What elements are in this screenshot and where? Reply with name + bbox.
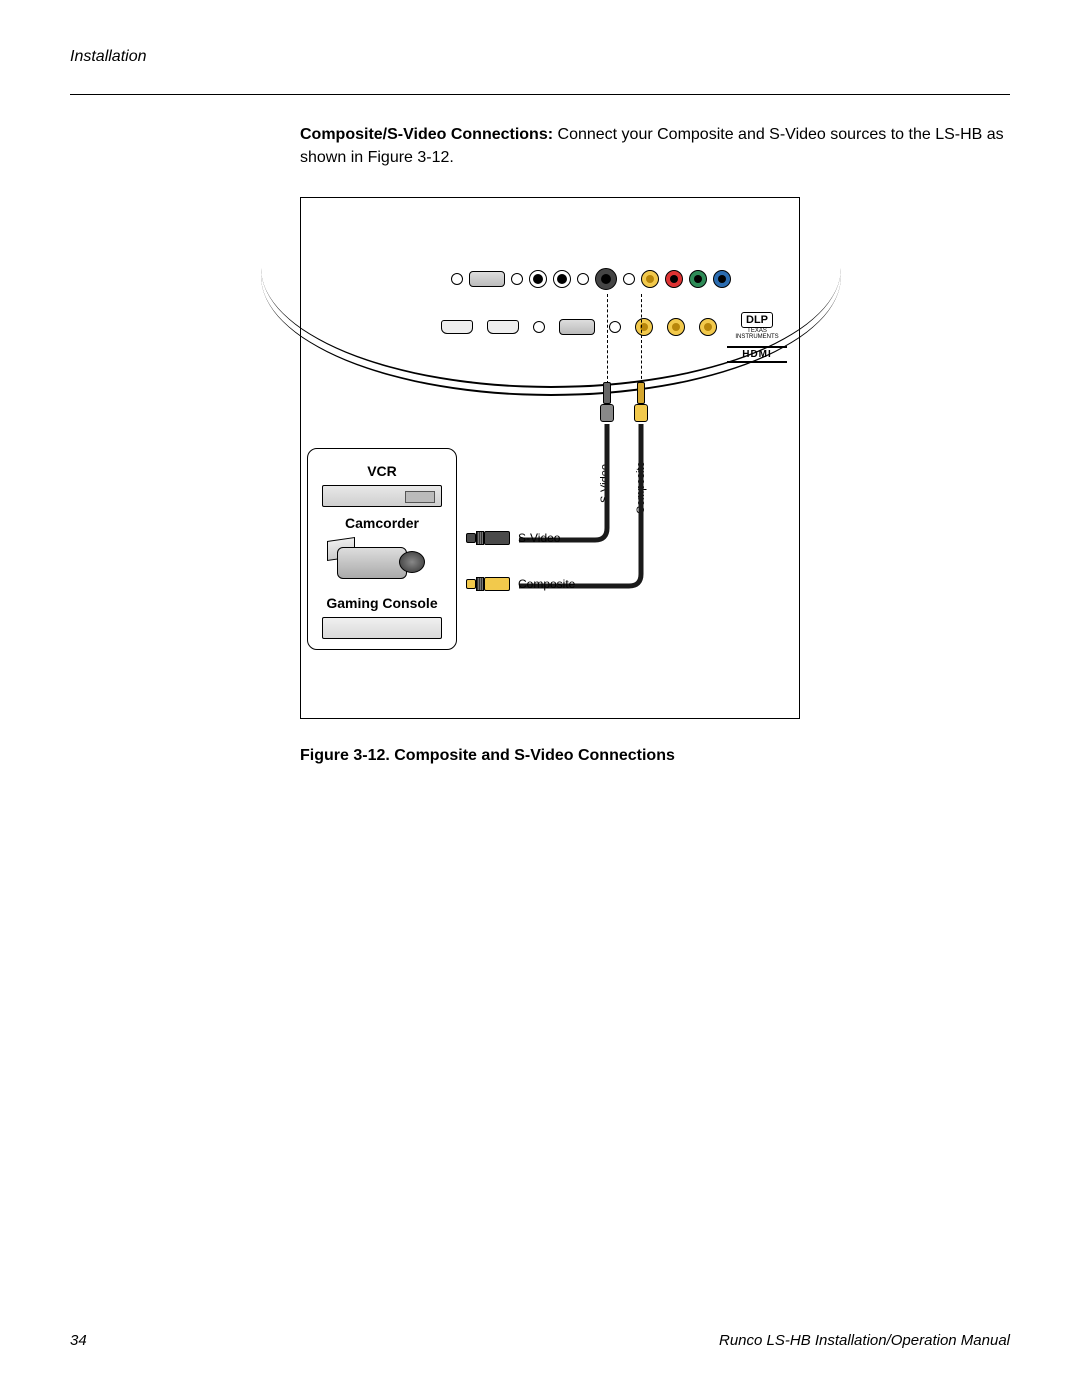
hdmi-logo: HDMI	[727, 346, 787, 363]
figure-3-12: DLP TEXAS INSTRUMENTS HDMI S-Video Compo…	[300, 197, 800, 719]
dlp-logo: DLP	[741, 312, 773, 328]
hdmi-port	[441, 320, 473, 334]
composite-inline-label: Composite	[518, 577, 575, 591]
screw-icon	[451, 273, 463, 285]
screw-icon	[533, 321, 545, 333]
vga-port	[469, 271, 505, 287]
svideo-port	[595, 268, 617, 290]
svideo-plug-top	[599, 382, 615, 424]
port-row-bottom	[441, 318, 717, 336]
component-r-port	[665, 270, 683, 288]
source-devices-box: VCR Camcorder Gaming Console	[307, 448, 457, 650]
component-g-port	[689, 270, 707, 288]
vcr-icon	[322, 485, 442, 507]
composite-vert-label: Composite	[635, 462, 647, 515]
intro-bold: Composite/S-Video Connections:	[300, 126, 553, 143]
camcorder-label: Camcorder	[316, 515, 448, 531]
svideo-inline-label: S-Video	[518, 531, 560, 545]
composite-plug-icon	[466, 576, 510, 592]
vcr-label: VCR	[316, 463, 448, 479]
svideo-dash	[607, 294, 608, 384]
manual-title: Runco LS-HB Installation/Operation Manua…	[719, 1332, 1010, 1349]
vga-port	[559, 319, 595, 335]
jack-black	[529, 270, 547, 288]
dlp-sub: TEXAS INSTRUMENTS	[727, 328, 787, 340]
figure-caption: Figure 3-12. Composite and S-Video Conne…	[300, 747, 1010, 765]
svideo-connector-row: S-Video	[466, 530, 560, 546]
port-row-top	[451, 268, 731, 290]
page-footer: 34 Runco LS-HB Installation/Operation Ma…	[70, 1332, 1010, 1349]
composite-connector-row: Composite	[466, 576, 575, 592]
console-icon	[322, 617, 442, 639]
screw-icon	[609, 321, 621, 333]
console-label: Gaming Console	[316, 595, 448, 611]
composite-dash	[641, 294, 642, 384]
projector-outline-inner	[261, 196, 841, 396]
rca-yellow-port	[667, 318, 685, 336]
header-rule	[70, 94, 1010, 95]
screw-icon	[577, 273, 589, 285]
rca-yellow-port	[635, 318, 653, 336]
composite-plug-top	[633, 382, 649, 424]
jack-black	[553, 270, 571, 288]
page-number: 34	[70, 1332, 87, 1349]
screw-icon	[623, 273, 635, 285]
intro-paragraph: Composite/S-Video Connections: Connect y…	[300, 123, 1010, 169]
camcorder-icon	[327, 537, 437, 587]
section-header: Installation	[70, 48, 1010, 66]
component-b-port	[713, 270, 731, 288]
rca-yellow-port	[699, 318, 717, 336]
logo-block: DLP TEXAS INSTRUMENTS HDMI	[727, 310, 787, 363]
screw-icon	[511, 273, 523, 285]
svideo-plug-icon	[466, 530, 510, 546]
svideo-vert-label: S-Video	[599, 464, 611, 503]
composite-port	[641, 270, 659, 288]
hdmi-port	[487, 320, 519, 334]
